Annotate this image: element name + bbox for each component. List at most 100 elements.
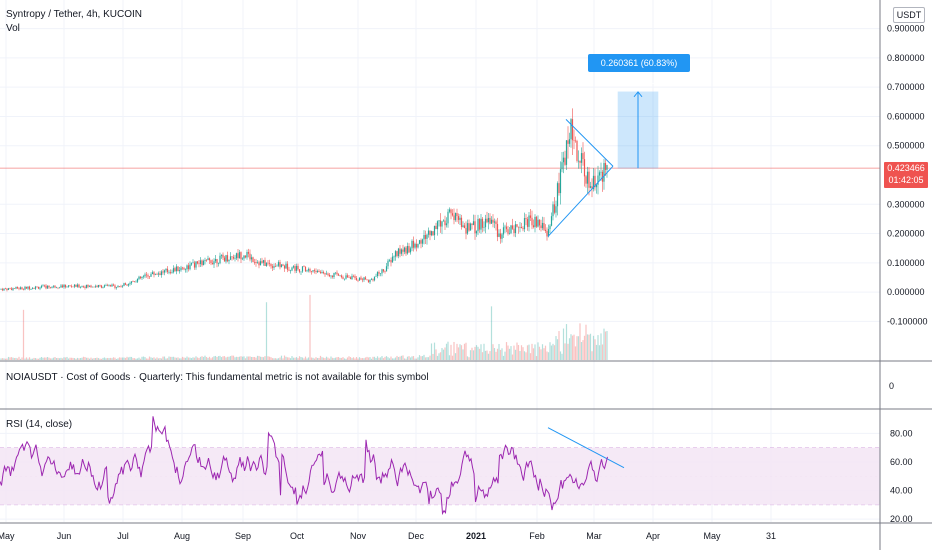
volume-bar <box>204 355 206 360</box>
volume-bar <box>150 357 152 360</box>
price-axis[interactable]: 0.900000 0.800000 0.700000 0.600000 0.500000… <box>887 24 928 525</box>
volume-bar <box>177 357 179 360</box>
volume-bar <box>363 358 365 360</box>
volume-bar <box>394 357 397 360</box>
candle-body <box>223 257 226 262</box>
volume-bar <box>439 352 442 360</box>
candle-body <box>78 284 80 288</box>
measure-arrow-head <box>633 91 643 98</box>
currency-button[interactable]: USDT <box>893 7 925 23</box>
volume-bar <box>274 358 277 360</box>
rsi-tick-label: 60.00 <box>890 457 913 467</box>
candle-body <box>535 216 538 227</box>
volume-bar <box>117 358 119 360</box>
volume-bar <box>265 302 268 360</box>
candle-body <box>577 160 580 162</box>
candle-body <box>18 288 20 290</box>
volume-bar <box>87 357 89 360</box>
volume-bar <box>48 357 50 360</box>
volume-bar <box>76 357 79 360</box>
volume-bar <box>28 357 31 360</box>
candle-body <box>378 272 380 274</box>
volume-bar <box>372 356 374 360</box>
candle-body <box>151 272 154 275</box>
candle-body <box>132 281 134 282</box>
volume-bar <box>9 357 11 360</box>
candle-body <box>340 275 343 278</box>
volume-bar <box>64 357 67 360</box>
price-tick-label: 0.600000 <box>887 111 925 121</box>
candle-body <box>130 281 133 284</box>
candle-body <box>436 221 439 230</box>
candle-body <box>514 224 517 234</box>
volume-bar <box>0 358 2 360</box>
candle-body <box>432 231 434 236</box>
candle-body <box>264 260 266 266</box>
volume-bar <box>210 358 212 360</box>
time-tick-label: Nov <box>350 531 367 541</box>
candle-body <box>606 165 608 170</box>
time-axis[interactable]: May Jun Jul Aug Sep Oct Nov Dec 2021 Feb Mar Apr May… <box>0 531 776 541</box>
volume-bar <box>597 335 599 360</box>
volume-bar <box>357 358 359 360</box>
volume-bar <box>163 356 166 360</box>
candle-body <box>462 225 464 227</box>
volume-bar <box>384 356 386 360</box>
volume-bar <box>84 357 86 360</box>
candle-body <box>552 204 554 217</box>
volume-bar <box>214 355 217 360</box>
volume-bar <box>453 341 455 360</box>
candle-body <box>357 279 359 281</box>
volume-bar <box>424 357 427 360</box>
volume-bar <box>588 334 590 360</box>
candle-body <box>214 259 217 262</box>
candle-body <box>177 266 179 272</box>
candle-body <box>70 285 73 287</box>
volume-bar <box>532 348 535 360</box>
volume-bar <box>247 356 250 360</box>
candle-body <box>49 287 52 288</box>
volume-bar <box>336 357 338 360</box>
volume-bar <box>186 356 188 360</box>
volume-bar <box>601 344 604 360</box>
candle-body <box>558 183 560 194</box>
time-tick-label: Apr <box>646 531 660 541</box>
candle-body <box>144 274 146 277</box>
volume-bar <box>96 357 98 360</box>
time-tick-label: May <box>703 531 721 541</box>
volume-bar <box>198 358 200 360</box>
candle-body <box>352 275 355 277</box>
candle-body <box>183 268 185 270</box>
candle-body <box>261 261 263 263</box>
candle-body <box>409 248 412 253</box>
candle-body <box>334 272 337 274</box>
candle-body <box>100 285 103 288</box>
volume-bar <box>156 357 158 360</box>
candle-body <box>225 255 227 262</box>
candle-body <box>298 269 301 272</box>
candle-body <box>531 217 533 226</box>
volume-bar <box>498 343 500 360</box>
volume-bar <box>565 324 568 360</box>
candle-body <box>82 286 85 287</box>
volume-bar <box>454 353 457 360</box>
candle-body <box>288 269 290 271</box>
candle-body <box>75 284 77 287</box>
volume-bar <box>312 357 314 360</box>
candle-body <box>367 280 370 283</box>
candle-body <box>93 286 95 288</box>
candle-body <box>52 285 55 287</box>
trend-drawings[interactable] <box>547 91 659 469</box>
candle-body <box>235 253 238 259</box>
volume-bar <box>285 356 287 360</box>
candle-body <box>4 288 7 290</box>
candle-body <box>240 252 242 260</box>
candle-body <box>343 278 346 280</box>
volume-bar <box>171 356 173 360</box>
candle-body <box>487 217 490 223</box>
volume-bar <box>381 356 383 360</box>
volume-bar <box>549 342 551 360</box>
candle-body <box>508 233 511 234</box>
